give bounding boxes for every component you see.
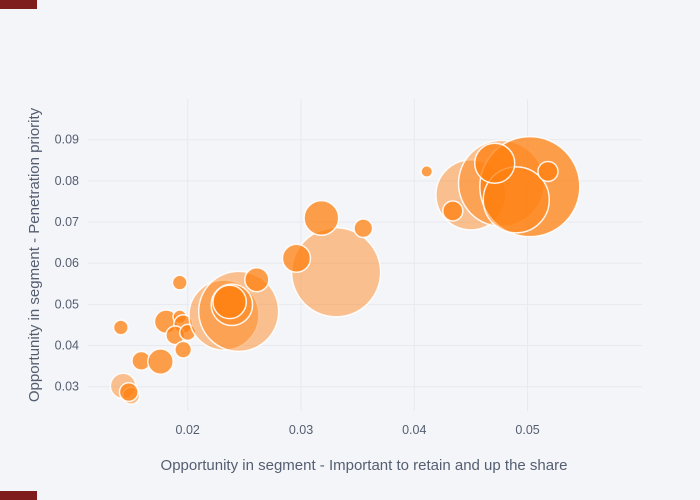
y-tick-label: 0.09 [55, 133, 79, 147]
bubble-marker[interactable] [290, 227, 382, 318]
bubble-marker[interactable] [244, 266, 270, 293]
y-tick-label: 0.03 [55, 380, 79, 394]
y-tick-label: 0.06 [55, 256, 79, 270]
bubble-marker[interactable] [482, 166, 550, 234]
x-tick-label: 0.04 [402, 423, 426, 437]
corner-mark-top [0, 0, 37, 9]
bubble-marker[interactable] [420, 164, 434, 178]
bubble-marker[interactable] [442, 200, 464, 222]
x-axis-tick-labels: 0.02 0.03 0.04 0.05 [176, 423, 540, 437]
bubble-marker[interactable] [171, 274, 188, 291]
bubble-marker[interactable] [473, 142, 516, 184]
bubble-marker[interactable] [112, 319, 129, 336]
bubble-marker[interactable] [174, 340, 193, 359]
x-tick-label: 0.02 [176, 423, 200, 437]
bubble-marker[interactable] [281, 243, 312, 274]
bubble-series [109, 135, 581, 406]
bubble-marker[interactable] [212, 284, 248, 320]
bubble-marker[interactable] [353, 218, 374, 239]
bubble-marker[interactable] [118, 382, 139, 403]
bubble-marker[interactable] [537, 160, 559, 183]
x-axis-title: Opportunity in segment - Important to re… [161, 457, 568, 474]
corner-mark-bottom [0, 491, 37, 500]
y-tick-label: 0.04 [55, 339, 79, 353]
y-tick-label: 0.07 [55, 215, 79, 229]
bubble-marker[interactable] [303, 199, 340, 237]
y-axis-title: Opportunity in segment - Penetration pri… [26, 107, 43, 402]
bubble-marker[interactable] [147, 348, 174, 376]
y-axis-tick-labels: 0.03 0.04 0.05 0.06 0.07 0.08 0.09 [55, 133, 79, 394]
y-tick-label: 0.08 [55, 174, 79, 188]
y-tick-label: 0.05 [55, 297, 79, 311]
x-tick-label: 0.05 [515, 423, 539, 437]
x-tick-label: 0.03 [289, 423, 313, 437]
